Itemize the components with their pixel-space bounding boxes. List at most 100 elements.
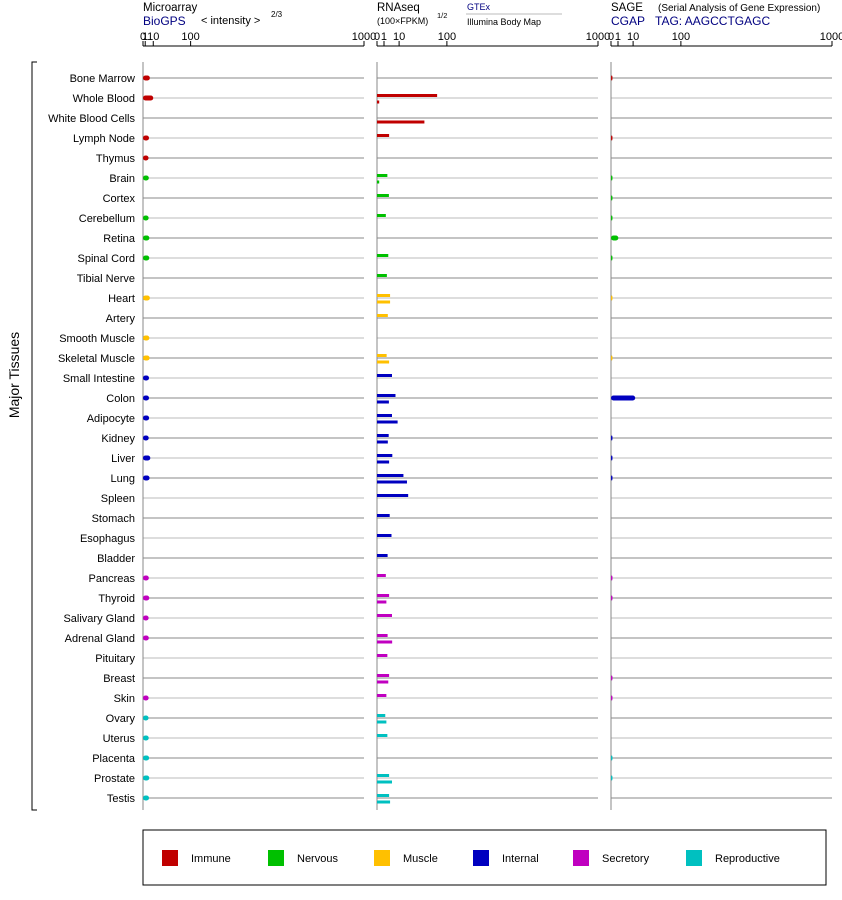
rnaseq-gtex-bar (377, 314, 388, 317)
rnaseq-gtex-bar (377, 214, 386, 217)
rnaseq-illumina-bar (377, 100, 380, 104)
rnaseq-illumina-bar (377, 120, 425, 124)
sage-bar (611, 675, 613, 681)
rnaseq-tick-label: 1 (381, 31, 387, 43)
gridlines (143, 77, 832, 799)
microarray-bar (143, 355, 150, 361)
microarray-bar (143, 795, 150, 801)
sage-tick-label: 1 (615, 31, 621, 43)
microarray-bar (143, 395, 150, 401)
rnaseq-illumina-bar (377, 180, 380, 184)
microarray-tick-label: 0 (140, 31, 146, 43)
sage-bar (611, 755, 613, 761)
microarray-bar (143, 295, 150, 301)
sage-bar (611, 575, 613, 581)
microarray-bar (143, 415, 150, 421)
microarray-bar (143, 455, 151, 461)
rnaseq-gtex-bar (377, 134, 390, 137)
rnaseq-gtex-bar (377, 594, 390, 597)
rnaseq-gtex-bar (377, 394, 396, 397)
rnaseq-gtex-bar (377, 94, 438, 97)
microarray-bar (143, 435, 149, 441)
rnaseq-gtex-bar (377, 794, 390, 797)
tissue-label: Artery (106, 313, 136, 325)
microarray-title: Microarray (143, 2, 198, 14)
microarray-bar (143, 735, 149, 741)
rnaseq-tick-label: 0 (374, 31, 380, 43)
microarray-bar (143, 775, 150, 781)
rnaseq-gtex-bar (377, 774, 390, 777)
tissue-label: Skin (114, 693, 135, 705)
rnaseq-illumina-bar (377, 460, 390, 464)
tissue-label: Colon (106, 393, 135, 405)
legend: Immune Nervous Muscle Internal Secretory Repr… (162, 850, 780, 866)
sage-bar (611, 255, 613, 261)
rnaseq-gtex-bar (377, 454, 393, 457)
legend-swatch (162, 850, 178, 866)
microarray-bar (143, 235, 150, 241)
tissue-label: Prostate (94, 773, 135, 785)
sage-bar (611, 75, 613, 81)
rnaseq-gtex-bar (377, 734, 388, 737)
illumina-source: Illumina Body Map (467, 17, 541, 27)
legend-label: Secretory (602, 853, 650, 865)
legend-label: Reproductive (715, 853, 780, 865)
sage-bar (611, 195, 613, 201)
tissue-label: Thyroid (98, 593, 135, 605)
rnaseq-gtex-bar (377, 434, 389, 437)
tissue-label: Esophagus (80, 533, 136, 545)
tissue-label: Liver (111, 453, 135, 465)
tissue-label: Adrenal Gland (65, 633, 135, 645)
tissue-labels: Bone Marrow Whole Blood White Blood Cells L… (48, 73, 136, 805)
tissue-label: Pancreas (89, 573, 136, 585)
rnaseq-illumina-bar (377, 800, 391, 804)
tissue-label: Whole Blood (73, 93, 135, 105)
rnaseq-gtex-bar (377, 474, 404, 477)
tissue-label: Pituitary (95, 653, 135, 665)
tissue-label: Adipocyte (87, 413, 135, 425)
microarray-tick-label: 100 (181, 31, 199, 43)
rnaseq-title: RNAseq (377, 2, 420, 14)
rnaseq-gtex-bar (377, 574, 386, 577)
rnaseq-gtex-bar (377, 674, 390, 677)
legend-swatch (374, 850, 390, 866)
tissue-label: Kidney (101, 433, 135, 445)
sage-tag: TAG: AAGCCTGAGC (655, 14, 770, 28)
microarray-bar (143, 615, 149, 621)
microarray-bar (143, 175, 149, 181)
sage-tick-label: 10 (627, 31, 639, 43)
microarray-bar (143, 475, 150, 481)
rnaseq-gtex-bar (377, 694, 387, 697)
sage-tick-label: 100 (672, 31, 690, 43)
rnaseq-gtex-bar (377, 494, 409, 497)
rnaseq-illumina-bar (377, 680, 389, 684)
rnaseq-gtex-bar (377, 374, 392, 377)
biogps-source: BioGPS (143, 14, 186, 28)
microarray-tick-label: 1000 (352, 31, 376, 43)
tissue-label: Cortex (103, 193, 136, 205)
tissue-label: Stomach (92, 513, 135, 525)
tissue-label: Smooth Muscle (59, 333, 135, 345)
sage-bar (611, 455, 613, 461)
gtex-source: GTEx (467, 2, 491, 12)
rnaseq-illumina-bar (377, 640, 393, 644)
tissue-label: Lymph Node (73, 133, 135, 145)
microarray-bar (143, 255, 150, 261)
tissue-label: Bladder (97, 553, 135, 565)
rnaseq-gtex-bar (377, 554, 388, 557)
microarray-bar (143, 695, 149, 701)
fpkm-exponent: 1/2 (437, 11, 447, 20)
microarray-tick-label: 10 (147, 31, 159, 43)
sage-bar (611, 135, 613, 141)
sage-bar (611, 435, 613, 441)
rnaseq-tick-label: 100 (438, 31, 456, 43)
sage-bar (611, 355, 613, 361)
rnaseq-gtex-bar (377, 654, 388, 657)
tissue-label: Lung (111, 473, 135, 485)
tissue-label: Retina (103, 233, 136, 245)
tissue-label: Skeletal Muscle (58, 353, 135, 365)
microarray-bar (143, 375, 150, 381)
legend-label: Immune (191, 853, 231, 865)
bars (143, 75, 636, 804)
